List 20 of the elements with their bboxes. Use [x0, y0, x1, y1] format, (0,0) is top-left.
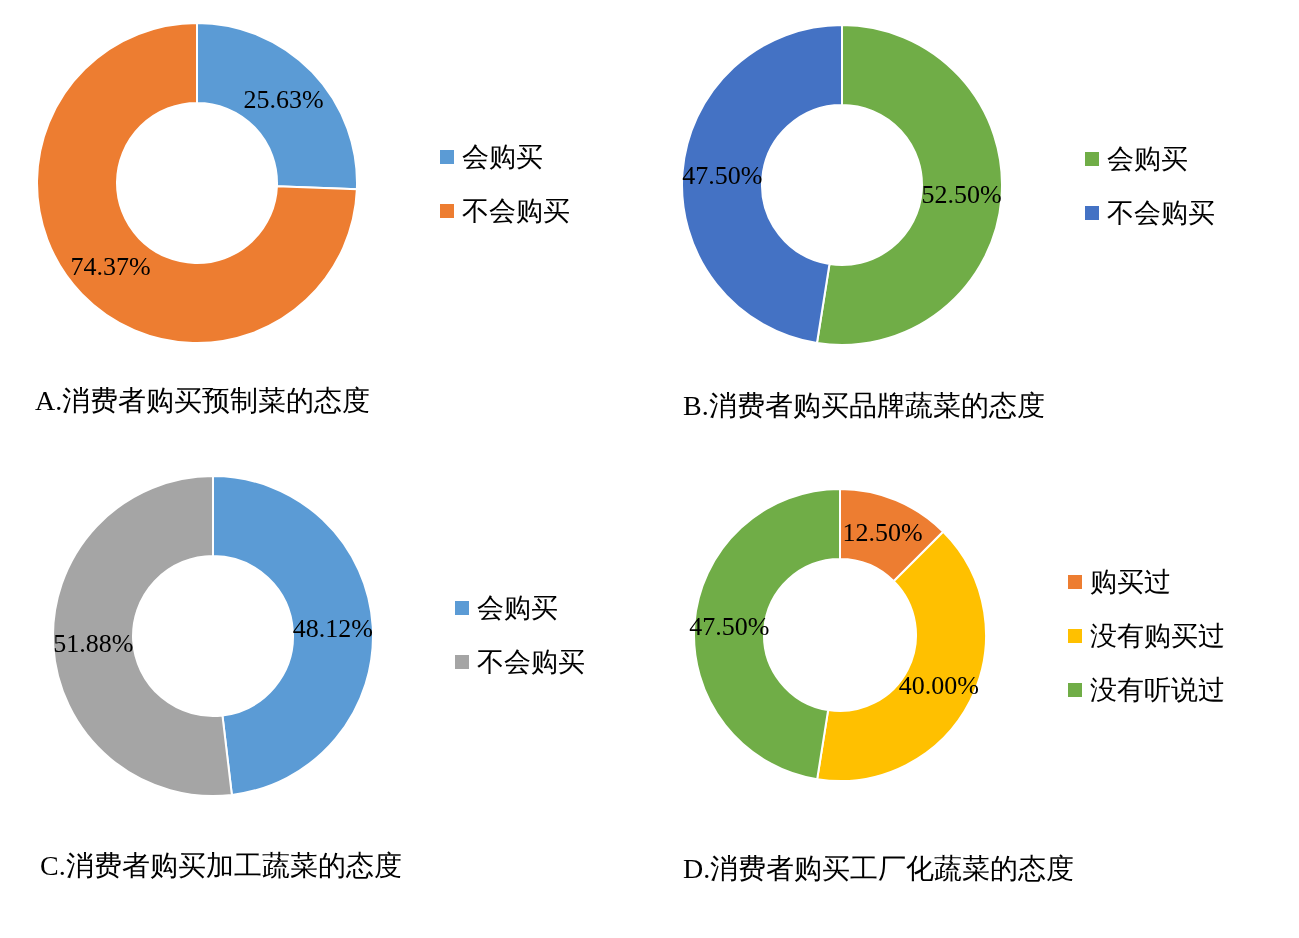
legend-label: 不会购买	[477, 647, 585, 677]
text: B.消费者购买品牌蔬菜的态度	[683, 389, 1045, 421]
data-label: 52.50%	[921, 179, 1002, 209]
data-label: 51.88%	[53, 628, 134, 658]
legend-label: 没有购买过	[1090, 621, 1225, 651]
data-label: 74.37%	[70, 251, 151, 281]
text: D.消费者购买工厂化蔬菜的态度	[683, 852, 1075, 884]
legend-label: 不会购买	[462, 196, 570, 226]
data-label: 25.63%	[243, 85, 324, 115]
legend-label: 会购买	[477, 593, 558, 623]
donut-slice	[36, 22, 358, 344]
legend-label: 会购买	[1107, 144, 1188, 174]
legend-label: 没有听说过	[1090, 675, 1225, 705]
data-label: 48.12%	[292, 614, 373, 644]
legend-label: 购买过	[1090, 567, 1171, 597]
text: A.消费者购买预制菜的态度	[35, 384, 371, 416]
text: C.消费者购买加工蔬菜的态度	[40, 849, 402, 881]
legend-label: 不会购买	[1107, 198, 1215, 228]
data-label: 12.50%	[842, 517, 923, 547]
legend-label: 会购买	[462, 142, 543, 172]
